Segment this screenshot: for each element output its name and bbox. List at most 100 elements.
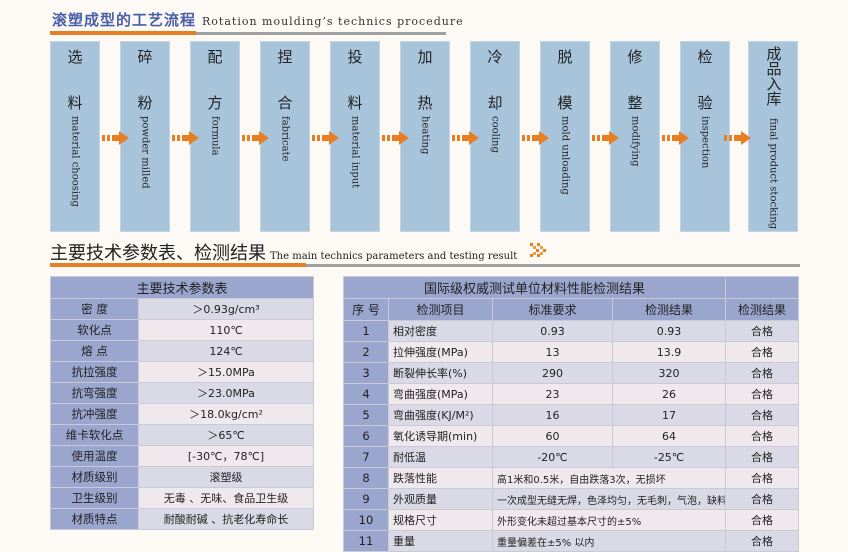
process-title-en: Rotation moulding’s technics procedure [202,15,464,28]
test-results-table: 国际级权威测试单位材料性能检测结果 序 号 检测项目 标准要求 检测结果 检测结… [342,276,800,552]
param-value: ＞18.0kg/cm² [137,403,315,425]
param-label: 抗拉强度 [50,361,139,383]
step-en: powder milled [139,116,151,189]
process-title: 滚塑成型的工艺流程 Rotation moulding’s technics pr… [52,9,464,30]
step-cn-1: 配 [207,48,223,66]
row-standard: 16 [492,404,613,426]
param-value: ＞15.0MPa [137,361,315,383]
table-row: 维卡软化点 ＞65℃ [50,424,315,446]
col-header-no: 序 号 [343,298,389,321]
step-cn-2: 方 [207,94,223,112]
row-item: 跌落性能 [388,467,493,489]
param-value: 124℃ [137,340,315,362]
col-header-item: 检测项目 [388,298,493,321]
step-final-product-stocking: 成品入库 final product stocking [748,41,798,232]
step-heating: 加 热 heating [400,41,450,232]
table-row: 使用温度 [-30℃，78℃] [50,445,315,467]
row-merged-description: 外形变化未超过基本尺寸的±5% [491,509,727,531]
param-label: 密 度 [50,298,139,320]
row-result: 17 [611,404,727,426]
step-en: material input [349,116,361,189]
params-table-title: 主要技术参数表 [49,276,315,299]
test-table-title-blank [725,276,800,299]
row-verdict: 合格 [725,320,800,342]
row-verdict: 合格 [725,467,800,489]
param-label: 熔 点 [50,340,139,362]
row-standard: 23 [492,383,613,405]
dashed-arrow-right-icon [662,131,689,145]
dashed-arrow-right-icon [522,131,549,145]
step-formula: 配 方 formula [190,41,240,232]
step-en: modifying [629,116,641,167]
row-verdict: 合格 [725,425,800,447]
row-no: 11 [343,530,389,552]
title-underline-accent [50,31,196,35]
process-title-cn: 滚塑成型的工艺流程 [52,11,197,29]
step-material-input: 投 料 material input [330,41,380,232]
step-cn-2: 料 [67,94,83,112]
param-label: 软化点 [50,319,139,341]
step-cn-1: 脱 [557,48,573,66]
step-cn-2: 热 [417,94,433,112]
table-row: 10 规格尺寸 外形变化未超过基本尺寸的±5% 合格 [343,509,800,531]
table-row: 11 重量 重量偏差在±5% 以内 合格 [343,530,800,552]
step-cn-1: 投 [347,48,363,66]
table-row: 密 度＞0.93g/cm³ [50,298,315,320]
step-cn-2: 合 [277,94,293,112]
step-cn-1: 碎 [137,48,153,66]
dashed-arrow-right-icon [382,131,409,145]
param-label: 材质级别 [50,466,139,488]
step-en: formula [209,116,221,156]
row-standard: 290 [492,362,613,384]
row-no: 2 [343,341,389,363]
table-row: 7 耐低温 -20℃ -25℃ 合格 [343,446,800,468]
row-no: 9 [343,488,389,510]
dashed-arrow-right-icon [452,131,479,145]
table-row: 9 外观质量 一次成型无缝无焊，色泽均匀，无毛刺，气泡，缺料 合格 [343,488,800,510]
row-item: 相对密度 [388,320,493,342]
row-no: 8 [343,467,389,489]
row-merged-description: 高1米和0.5米，自由跌落3次，无损坏 [491,467,727,489]
row-result: 26 [611,383,727,405]
step-cn-2: 验 [697,94,713,112]
row-standard: -20℃ [492,446,613,468]
row-result: 0.93 [611,320,727,342]
row-verdict: 合格 [725,446,800,468]
step-cn-2: 却 [487,94,503,112]
col-header-verdict: 检测结果 [725,298,800,321]
step-en: fabricate [279,116,291,162]
step-cn-vertical: 成品入库 [764,46,783,106]
row-result: 64 [611,425,727,447]
double-chevron-right-icon [530,243,546,257]
row-standard: 0.93 [492,320,613,342]
table-row: 抗拉强度 ＞15.0MPa [50,361,315,383]
row-item: 弯曲强度(KJ/M²) [388,404,493,426]
table-row: 软化点 110℃ [50,319,315,341]
row-result: 320 [611,362,727,384]
section-underline-accent [50,263,306,267]
row-verdict: 合格 [725,488,800,510]
step-en: cooling [489,116,501,153]
row-no: 1 [343,320,389,342]
table-row: 材质级别 滚塑级 [50,466,315,488]
step-en: mold unloading [559,116,571,195]
step-cn-2: 模 [557,94,573,112]
param-value: [-30℃，78℃] [137,445,315,467]
row-result: -25℃ [611,446,727,468]
dashed-arrow-right-icon [312,131,339,145]
step-cn-1: 捏 [277,48,293,66]
row-item: 拉伸强度(MPa) [388,341,493,363]
dashed-arrow-right-icon [172,131,199,145]
table-row: 8 跌落性能 高1米和0.5米，自由跌落3次，无损坏 合格 [343,467,800,489]
step-cn-1: 选 [67,48,83,66]
param-value: 无毒 、无味、食品卫生级 [137,487,315,509]
table-row: 2 拉伸强度(MPa) 13 13.9 合格 [343,341,800,363]
param-label: 材质特点 [50,508,139,530]
step-en: final product stocking [767,118,779,230]
step-cn-2: 粉 [137,94,153,112]
dashed-arrow-right-icon [592,131,619,145]
row-verdict: 合格 [725,530,800,552]
param-label: 卫生级别 [50,487,139,509]
table-row: 材质特点 耐酸耐碱 、抗老化寿命长 [50,508,315,530]
step-en: inspection [699,116,711,169]
